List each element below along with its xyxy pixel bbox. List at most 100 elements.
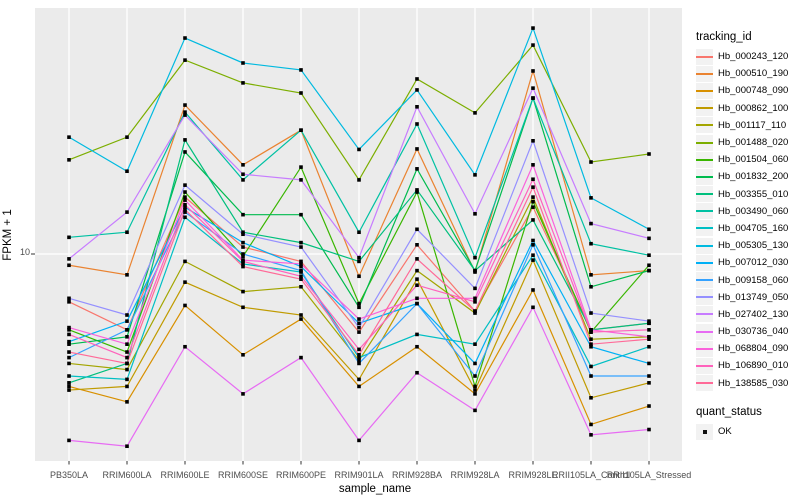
data-point <box>183 198 187 202</box>
legend-key-line-icon <box>696 313 713 316</box>
data-point <box>299 317 303 321</box>
data-point <box>647 427 651 432</box>
data-point <box>183 150 187 154</box>
data-point <box>357 352 361 357</box>
data-point <box>415 227 419 232</box>
data-point <box>241 240 245 245</box>
legend-key-line-icon <box>696 330 713 333</box>
data-point <box>473 408 477 413</box>
legend-item-label: Hb_138585_030 <box>718 377 789 389</box>
legend-item: Hb_000862_100 <box>696 100 788 117</box>
legend-items: Hb_000243_120 Hb_000510_190 Hb_000748_090 H… <box>696 48 788 392</box>
legend-key-line-icon <box>696 193 713 196</box>
data-point <box>531 86 535 90</box>
data-point <box>183 113 187 117</box>
legend-item: Hb_009158_060 <box>696 271 788 289</box>
legend-item-label: OK <box>718 426 732 438</box>
data-point <box>183 207 187 212</box>
data-point <box>589 284 593 289</box>
data-point <box>67 263 71 268</box>
data-point <box>125 350 129 354</box>
data-point <box>183 36 187 40</box>
legend-key-line-icon <box>696 141 713 144</box>
data-point <box>357 274 361 279</box>
data-point <box>299 128 303 132</box>
data-point <box>357 384 361 389</box>
data-point <box>473 342 477 346</box>
legend-key-line-icon <box>696 279 713 282</box>
data-point <box>299 277 303 281</box>
data-point <box>299 355 303 360</box>
data-point <box>473 300 477 304</box>
data-point <box>241 252 245 256</box>
data-point <box>647 404 651 408</box>
data-point <box>67 235 71 240</box>
data-point <box>183 215 187 220</box>
data-point <box>67 361 71 366</box>
data-point <box>299 91 303 95</box>
data-point <box>241 81 245 85</box>
legend-key-swatch <box>696 237 713 254</box>
legend-item: Hb_004705_160 <box>696 220 788 237</box>
data-point <box>299 313 303 317</box>
legend-item: Hb_138585_030 <box>696 375 788 392</box>
legend-key-swatch <box>696 323 713 340</box>
legend-item: Hb_001117_110 <box>696 117 788 134</box>
data-point <box>589 337 593 341</box>
legend-key-line-icon <box>696 227 713 230</box>
data-point <box>531 163 535 167</box>
data-point <box>415 370 419 375</box>
data-point <box>357 259 361 264</box>
legend-key-swatch <box>696 134 713 151</box>
legend-key-line-icon <box>696 382 713 385</box>
y-axis-title: FPKM + 1 <box>2 209 14 261</box>
legend-item-label: Hb_001832_200 <box>718 171 789 183</box>
legend-title-tracking-id: tracking_id <box>696 31 752 43</box>
data-point <box>473 296 477 301</box>
legend-item-label: Hb_000243_120 <box>718 51 789 63</box>
legend-key-swatch <box>696 254 713 271</box>
legend-item: Hb_027402_130 <box>696 306 788 323</box>
legend-key-line-icon <box>696 210 713 213</box>
legend-key-line-icon <box>696 72 713 75</box>
y-tick-label: 10 <box>19 247 30 257</box>
x-tick-label: RRIM928BA <box>391 470 443 480</box>
data-point <box>357 330 361 334</box>
legend-key-swatch <box>696 168 713 185</box>
data-point <box>531 243 535 247</box>
data-point <box>183 58 187 62</box>
data-point <box>531 305 535 310</box>
data-point <box>125 384 129 389</box>
data-point <box>589 422 593 427</box>
data-point <box>125 273 129 277</box>
legend-item-quant-ok: OK <box>696 423 732 440</box>
data-point <box>125 342 129 346</box>
x-axis-title: sample_name <box>338 483 412 495</box>
data-point <box>473 268 477 273</box>
data-point <box>67 325 71 330</box>
data-point <box>125 444 129 449</box>
data-point <box>589 330 593 334</box>
legend-key-swatch <box>696 220 713 237</box>
data-point <box>589 221 593 226</box>
data-point <box>357 301 361 306</box>
data-point <box>357 377 361 382</box>
data-point <box>241 305 245 310</box>
legend-item: Hb_001488_020 <box>696 134 788 151</box>
data-point <box>415 243 419 247</box>
legend-item-label: Hb_000510_190 <box>718 68 789 80</box>
data-point <box>589 311 593 315</box>
data-point <box>241 262 245 266</box>
legend-key-line-icon <box>696 55 713 58</box>
data-point <box>531 69 535 73</box>
legend-item: Hb_001832_200 <box>696 168 788 185</box>
legend-key-line-icon <box>696 261 713 264</box>
data-point <box>589 342 593 346</box>
x-tick-label: RRIM600LE <box>160 470 210 480</box>
legend-item: Hb_000748_090 <box>696 82 788 99</box>
data-point <box>647 263 651 268</box>
data-point <box>415 296 419 301</box>
data-point <box>241 254 245 259</box>
data-point <box>473 374 477 378</box>
